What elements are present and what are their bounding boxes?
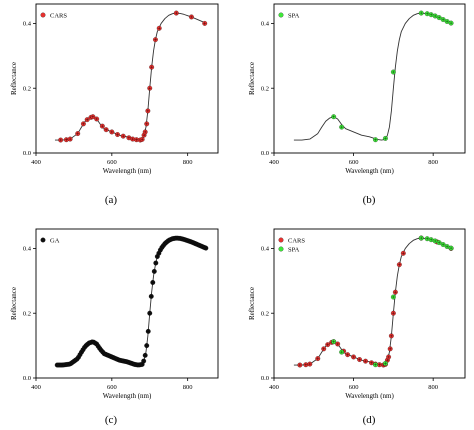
legend-label: CARS [50, 12, 67, 19]
series-cars [297, 235, 454, 368]
y-tick-label: 0.0 [23, 375, 31, 382]
y-axis-label: Reflectance [248, 287, 256, 320]
y-tick-label: 0.4 [23, 246, 32, 253]
x-tick-label: 800 [428, 159, 438, 166]
y-tick-label: 0.2 [23, 85, 31, 92]
x-tick-label: 400 [269, 159, 279, 166]
y-tick-label: 0.4 [261, 246, 270, 253]
spectrum-line [54, 237, 207, 366]
plot-frame [35, 228, 219, 379]
spectrum-line [54, 12, 207, 141]
x-tick-label: 400 [31, 159, 41, 166]
legend-label: SPA [288, 12, 300, 19]
x-tick-label: 600 [349, 384, 359, 391]
chart-panel-3: 400 600 800 0.0 0.2 0.4 Wavelength (nm) Reflect… [248, 228, 466, 426]
legend: GA [40, 237, 60, 244]
y-axis-label: Reflectance [248, 62, 256, 95]
legend-marker [278, 237, 284, 243]
series-ga [54, 235, 209, 368]
x-axis-label: Wavelength (nm) [345, 167, 394, 175]
chart-panel-2: 400 600 800 0.0 0.2 0.4 Wavelength (nm) Reflect… [10, 228, 219, 426]
x-tick-label: 600 [107, 159, 117, 166]
y-tick-label: 0.2 [261, 85, 269, 92]
x-tick-label: 400 [269, 384, 279, 391]
legend-marker [278, 12, 284, 18]
plot-frame [273, 228, 466, 379]
legend-marker [40, 12, 46, 18]
x-tick-label: 800 [183, 384, 193, 391]
legend-label: CARS [288, 237, 305, 244]
series-spa [331, 235, 454, 368]
x-tick-label: 800 [428, 384, 438, 391]
panel-label: (d) [363, 414, 376, 426]
panel-label: (c) [105, 414, 118, 426]
y-tick-label: 0.4 [23, 21, 32, 28]
legend: SPA [278, 12, 300, 19]
x-tick-label: 600 [349, 159, 359, 166]
series-spa [331, 10, 454, 143]
x-tick-label: 800 [183, 159, 193, 166]
series-cars [58, 10, 208, 143]
y-axis-label: Reflectance [10, 62, 18, 95]
y-tick-label: 0.2 [261, 310, 269, 317]
y-tick-label: 0.4 [261, 21, 270, 28]
chart-panel-1: 400 600 800 0.0 0.2 0.4 Wavelength (nm) Reflect… [248, 3, 466, 206]
x-axis-label: Wavelength (nm) [103, 392, 152, 400]
x-axis-label: Wavelength (nm) [103, 167, 152, 175]
legend-marker [40, 237, 46, 243]
legend-marker [278, 246, 284, 252]
y-tick-label: 0.2 [23, 310, 31, 317]
plot-frame [273, 3, 466, 154]
x-tick-label: 600 [107, 384, 117, 391]
spectrum-line [293, 237, 454, 366]
panel-label: (b) [363, 194, 376, 206]
legend: CARS SPA [278, 237, 305, 253]
spectrum-line [293, 12, 454, 141]
y-tick-label: 0.0 [23, 150, 31, 157]
x-axis-label: Wavelength (nm) [345, 392, 394, 400]
plot-frame [35, 3, 219, 154]
y-axis-label: Reflectance [10, 287, 18, 320]
panel-label: (a) [105, 194, 118, 206]
y-tick-label: 0.0 [261, 150, 269, 157]
legend-label: SPA [288, 246, 300, 253]
y-tick-label: 0.0 [261, 375, 269, 382]
x-tick-label: 400 [31, 384, 41, 391]
legend: CARS [40, 12, 67, 19]
chart-panel-0: 400 600 800 0.0 0.2 0.4 Wavelength (nm) Reflect… [10, 3, 219, 206]
legend-label: GA [50, 237, 60, 244]
